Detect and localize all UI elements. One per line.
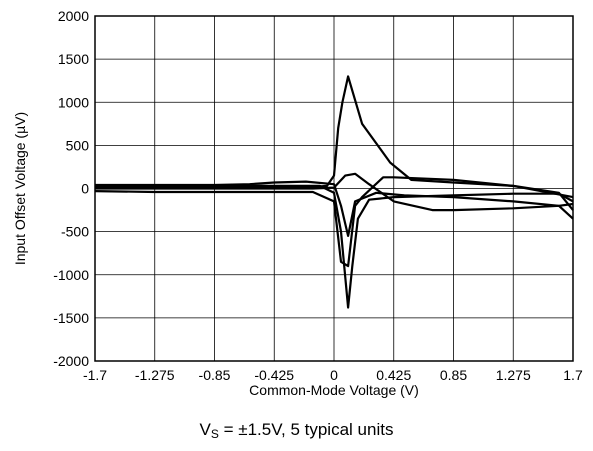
plot-frame: [94, 15, 574, 362]
caption-v-symbol: V: [199, 420, 211, 439]
series-line-5: [95, 172, 574, 212]
x-tick-label: 1.275: [496, 367, 531, 383]
y-tick-label: 2000: [58, 8, 89, 24]
y-axis-label: Input Offset Voltage (µV): [12, 112, 28, 265]
x-tick-label: -1.275: [135, 367, 175, 383]
y-tick-label: 0: [81, 181, 89, 197]
y-tick-label: -500: [61, 224, 89, 240]
caption-v-subscript: S: [210, 427, 219, 441]
series-line-4: [95, 180, 574, 237]
series-line-3: [94, 176, 574, 268]
x-tick-label: -1.7: [83, 367, 107, 383]
series-lines: [94, 75, 574, 309]
chart-caption: VS = ±1.5V, 5 typical units: [0, 420, 593, 441]
y-tick-label: -1000: [53, 267, 89, 283]
series-line-2: [95, 184, 574, 309]
x-tick-label: -0.425: [254, 367, 294, 383]
x-tick-labels: -1.7 -1.275 -0.85 -0.425 0 0.425 0.85 1.275 1.7: [83, 367, 583, 383]
y-tick-label: 1000: [58, 94, 89, 110]
x-tick-label: 0: [330, 367, 338, 383]
x-tick-label: 0.85: [440, 367, 467, 383]
y-tick-label: -1500: [53, 310, 89, 326]
caption-text: = ±1.5V, 5 typical units: [218, 420, 394, 439]
y-tick-label: 1500: [58, 51, 89, 67]
y-tick-label: 500: [66, 137, 90, 153]
x-tick-label: 1.7: [563, 367, 583, 383]
x-axis-label: Common-Mode Voltage (V): [249, 382, 419, 398]
x-tick-label: 0.425: [376, 367, 411, 383]
y-tick-labels: -2000 -1500 -1000 -500 0 500 1000 1500 2000: [53, 8, 89, 369]
x-tick-label: -0.85: [199, 367, 231, 383]
y-tick-label: -2000: [53, 353, 89, 369]
